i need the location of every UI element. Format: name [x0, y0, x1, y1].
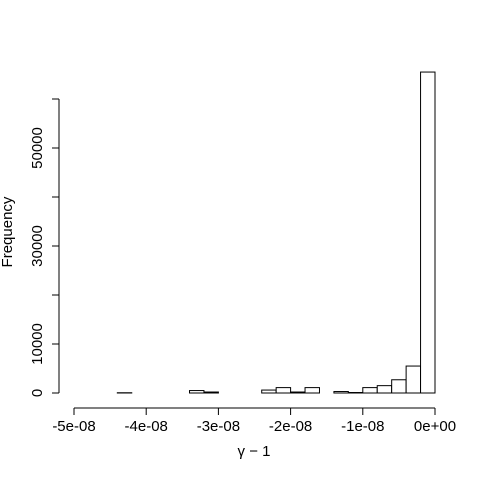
x-tick-label: -2e-08: [269, 418, 312, 435]
x-axis-label: γ − 1: [238, 443, 271, 460]
bar: [290, 391, 306, 394]
x-tick-label: -1e-08: [341, 418, 384, 435]
x-tick-label: -5e-08: [52, 418, 95, 435]
y-axis-label: Frequency: [0, 196, 16, 267]
bar: [189, 390, 205, 394]
bar: [376, 385, 393, 394]
y-tick-label: 0: [29, 389, 46, 397]
bar: [275, 387, 292, 394]
bar: [304, 387, 320, 394]
bar: [333, 391, 349, 394]
bar: [391, 379, 407, 394]
bar: [362, 387, 378, 394]
bar: [261, 389, 277, 394]
bar: [405, 365, 422, 394]
bar: [420, 71, 436, 394]
x-tick-label: -3e-08: [197, 418, 240, 435]
y-tick-label: 50000: [29, 127, 46, 169]
y-tick-label: 30000: [29, 225, 46, 267]
x-tick-label: 0e+00: [414, 418, 456, 435]
y-tick-label: 10000: [29, 323, 46, 365]
x-tick-label: -4e-08: [125, 418, 168, 435]
bar: [203, 391, 219, 394]
